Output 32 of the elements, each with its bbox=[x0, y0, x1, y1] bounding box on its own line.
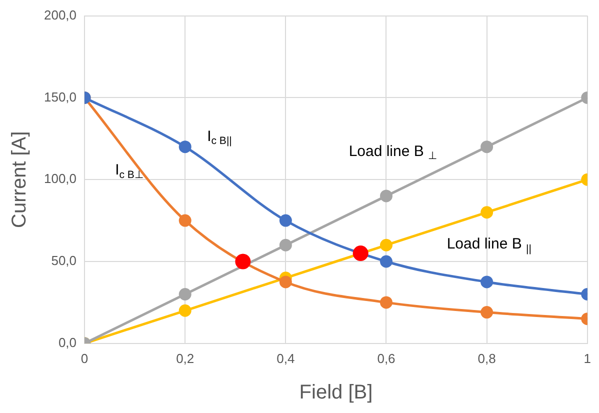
x-axis-title: Field [B] bbox=[299, 382, 373, 404]
y-tick-label: 150,0 bbox=[44, 89, 77, 104]
y-axis-title: Current [A] bbox=[8, 131, 31, 228]
x-tick-label: 0,2 bbox=[176, 350, 194, 366]
point bbox=[235, 254, 251, 270]
series-label: Load line B ⊥ bbox=[348, 142, 438, 162]
point bbox=[178, 214, 192, 227]
point bbox=[178, 288, 192, 301]
x-tick-label: 0 bbox=[80, 350, 88, 366]
x-tick-label: 1 bbox=[584, 350, 591, 366]
x-tick-label: 0,6 bbox=[377, 350, 396, 366]
series-label: Load line B || bbox=[446, 236, 532, 255]
point bbox=[279, 276, 292, 288]
point bbox=[480, 206, 494, 219]
x-tick-label: 0,8 bbox=[478, 350, 496, 366]
point bbox=[380, 296, 392, 309]
point bbox=[380, 190, 392, 202]
point bbox=[279, 238, 292, 252]
point bbox=[480, 306, 494, 319]
point bbox=[352, 246, 368, 262]
point bbox=[480, 276, 494, 288]
point bbox=[480, 140, 494, 154]
point bbox=[279, 214, 292, 227]
y-tick-label: 100,0 bbox=[44, 171, 77, 186]
y-tick-label: 0,0 bbox=[58, 334, 77, 350]
point bbox=[380, 238, 392, 252]
point bbox=[178, 304, 192, 317]
y-tick-label: 50,0 bbox=[51, 253, 77, 268]
point bbox=[380, 255, 392, 268]
y-tick-label: 200,0 bbox=[44, 7, 77, 22]
point bbox=[178, 140, 192, 154]
x-tick-label: 0,4 bbox=[276, 350, 295, 366]
